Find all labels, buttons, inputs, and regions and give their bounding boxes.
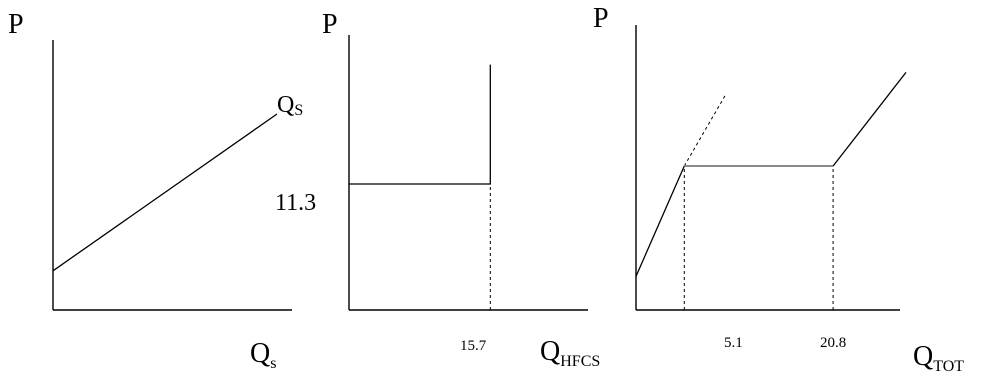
- panel3-x-tick-5.1: 5.1: [724, 335, 743, 351]
- panel2-x-label: QHFCS: [540, 336, 600, 370]
- panel2-y-label: P: [322, 9, 338, 40]
- panel3-x-tick-20.8: 20.8: [820, 335, 846, 351]
- panel2-series-1-solid-line: [349, 64, 491, 185]
- panel-hfcs: P 11.3 15.7 QHFCS: [275, 9, 600, 370]
- panel3-series-4-solid-line: [832, 72, 907, 167]
- panel1-y-label: P: [8, 9, 24, 40]
- panel3-series-2-dotted-line: [683, 93, 727, 167]
- panel2-x-tick-15.7: 15.7: [460, 338, 487, 354]
- panel-supply-qs: P QS Qs: [8, 9, 303, 372]
- panel3-x-label: QTOT: [913, 341, 964, 375]
- panel1-x-label: Qs: [250, 338, 276, 372]
- panel2-y-tick-11.3: 11.3: [275, 190, 316, 216]
- panel3-y-label: P: [593, 3, 609, 34]
- panel3-series-1-solid-line: [635, 165, 685, 277]
- panel-total: P 5.1 20.8 QTOT: [593, 3, 964, 375]
- panel1-series-label: QS: [277, 92, 303, 119]
- panel1-series-1-solid-line: [52, 113, 278, 272]
